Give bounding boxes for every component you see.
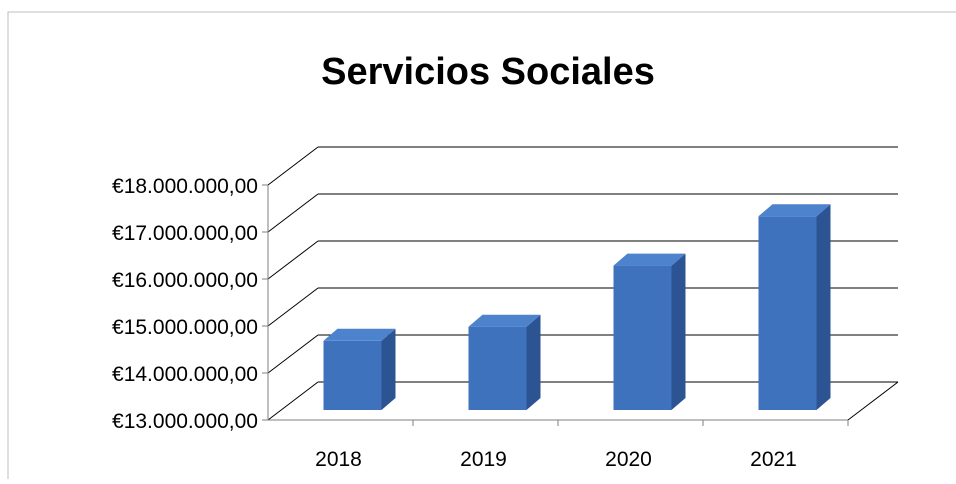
bar-front [758,216,817,410]
x-tick-label: 2020 [605,448,652,471]
x-tick-label: 2018 [315,448,362,471]
y-axis-tick-labels: €13.000.000,00 €14.000.000,00 €15.000.000,… [112,175,258,433]
chart-title: Servicios Sociales [321,51,655,93]
bar-top [323,328,396,341]
gridline-side [267,146,319,186]
x-tick-label: 2021 [750,448,797,471]
bar-front [468,326,527,410]
bar-2020 [613,253,686,410]
gridline-side [267,334,319,374]
gridline-side [267,240,319,280]
bar-front [323,340,382,410]
bar-side [816,204,831,410]
y-tick-label: €18.000.000,00 [112,175,258,198]
floor-edge [847,381,899,421]
y-tick-label: €16.000.000,00 [112,269,258,292]
gridline-side [267,287,319,327]
bar-top [758,204,831,217]
bar-side [526,314,541,410]
gridline-side [267,193,319,233]
y-tick-label: €17.000.000,00 [112,222,258,245]
bar-2021 [758,204,831,410]
y-tick-label: €15.000.000,00 [112,316,258,339]
bar-side [671,253,686,410]
y-tick-label: €13.000.000,00 [112,410,258,433]
gridline-side [267,381,319,421]
gridlines [262,146,899,426]
bar-2018 [323,328,396,410]
bars [323,204,831,410]
bar-top [468,314,541,327]
bar-2019 [468,314,541,410]
y-tick-label: €14.000.000,00 [112,363,258,386]
bar-side [381,328,396,410]
x-axis-tick-labels: 2018 2019 2020 2021 [315,448,797,471]
x-tick-label: 2019 [460,448,507,471]
bar-top [613,253,686,266]
bar-front [613,265,672,410]
